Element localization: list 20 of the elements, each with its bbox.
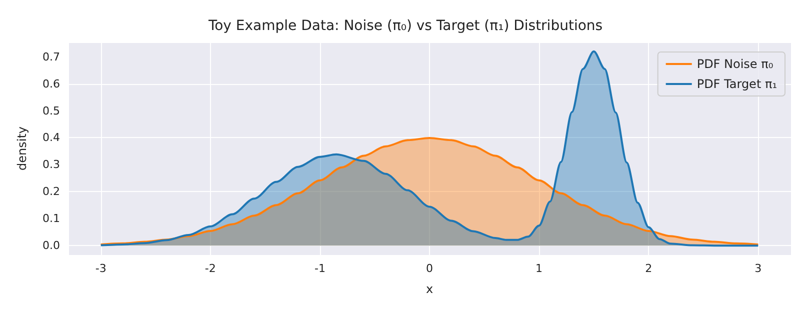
y-tick-label: 0.2 — [42, 185, 60, 198]
x-tick-label: -1 — [314, 262, 326, 275]
x-tick-label: -2 — [204, 262, 216, 275]
y-axis-title: density — [15, 126, 29, 170]
y-tick-label: 0.1 — [42, 212, 60, 226]
x-tick-label: 0 — [426, 262, 433, 275]
y-tick-label: 0.4 — [42, 131, 60, 144]
chart-title: Toy Example Data: Noise (π₀) vs Target (π₁) Distributions — [207, 18, 603, 34]
x-tick-label: 1 — [536, 262, 543, 275]
y-tick-label: 0.0 — [42, 239, 60, 252]
y-tick-label: 0.7 — [42, 50, 60, 64]
x-tick-label: -3 — [95, 262, 106, 275]
legend-label: PDF Target π₁ — [696, 77, 778, 91]
x-tick-label: 3 — [754, 262, 762, 275]
x-tick-label: 2 — [645, 262, 652, 275]
y-tick-label: 0.3 — [42, 158, 60, 172]
legend-label: PDF Noise π₀ — [696, 57, 774, 71]
x-axis-title: x — [426, 282, 434, 296]
y-tick-label: 0.6 — [42, 77, 60, 90]
y-tick-label: 0.5 — [42, 104, 60, 118]
